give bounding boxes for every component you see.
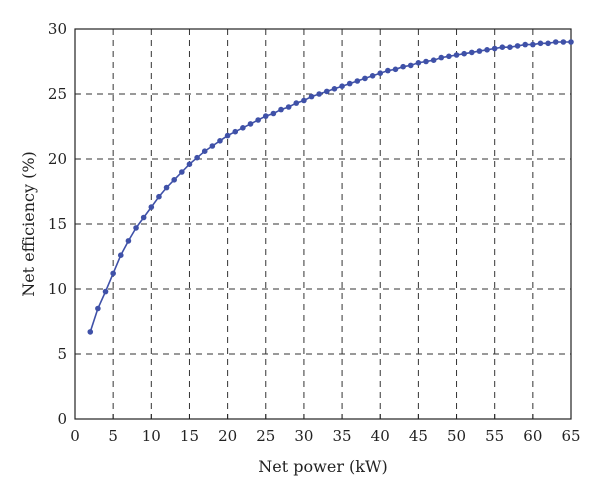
- y-tick-label: 5: [57, 345, 67, 363]
- data-point: [201, 148, 208, 154]
- data-point: [430, 57, 437, 63]
- data-point: [446, 53, 452, 60]
- data-point: [171, 177, 177, 183]
- data-point: [278, 106, 284, 113]
- data-point: [247, 121, 254, 127]
- x-tick-label: 45: [409, 427, 428, 445]
- data-point: [331, 86, 338, 92]
- data-point: [133, 225, 139, 231]
- x-axis-label: Net power (kW): [258, 457, 387, 476]
- data-point: [87, 329, 94, 335]
- series-line: [89, 41, 571, 333]
- data-point: [354, 78, 361, 84]
- ticks: 0 5 10 15 20 25 30 35 40 45 50 55 60 65 0 5 10 15 20 25 30: [48, 20, 581, 445]
- data-point: [140, 214, 147, 221]
- x-tick-label: 15: [180, 427, 199, 445]
- data-point: [240, 125, 246, 131]
- data-point: [148, 204, 155, 210]
- data-point: [407, 62, 414, 69]
- data-point: [530, 41, 536, 48]
- data-point: [385, 67, 391, 74]
- y-tick-label: 20: [48, 150, 67, 168]
- data-point: [194, 154, 200, 161]
- data-point: [522, 41, 529, 48]
- data-point: [560, 39, 567, 45]
- x-tick-label: 60: [523, 427, 542, 445]
- x-tick-label: 25: [256, 427, 275, 445]
- data-point: [102, 288, 109, 295]
- data-point: [369, 73, 376, 79]
- data-point: [461, 50, 467, 57]
- data-point: [476, 48, 483, 54]
- data-point: [339, 83, 345, 89]
- data-point: [453, 52, 460, 58]
- y-tick-label: 0: [57, 410, 67, 428]
- y-tick-label: 10: [48, 280, 67, 298]
- data-point: [217, 138, 223, 144]
- x-tick-label: 55: [485, 427, 504, 445]
- data-point: [514, 43, 521, 49]
- data-point: [209, 143, 216, 149]
- y-tick-label: 15: [48, 215, 67, 233]
- data-point: [324, 88, 330, 95]
- data-point: [125, 238, 132, 244]
- x-tick-label: 65: [561, 427, 580, 445]
- data-point: [316, 91, 322, 97]
- data-point: [568, 39, 574, 45]
- data-point: [179, 169, 185, 175]
- data-point: [469, 49, 475, 56]
- x-tick-label: 35: [333, 427, 352, 445]
- data-point: [262, 113, 269, 119]
- data-point: [400, 63, 406, 70]
- x-tick-label: 10: [142, 427, 161, 445]
- x-tick-label: 50: [447, 427, 466, 445]
- data-point: [270, 110, 277, 117]
- data-point: [545, 40, 551, 47]
- data-point: [293, 100, 300, 106]
- data-point: [163, 184, 170, 191]
- data-point: [285, 104, 292, 110]
- data-point: [537, 40, 544, 47]
- data-point: [110, 270, 116, 277]
- data-point: [224, 132, 231, 139]
- data-point: [255, 117, 261, 123]
- data-point: [423, 58, 429, 65]
- data-point: [117, 252, 124, 258]
- data-point: [377, 70, 384, 76]
- data-point: [346, 80, 353, 87]
- x-tick-label: 40: [371, 427, 390, 445]
- x-tick-label: 0: [70, 427, 80, 445]
- x-tick-label: 5: [108, 427, 118, 445]
- series-group: [87, 39, 574, 335]
- x-tick-label: 20: [218, 427, 237, 445]
- data-point: [301, 97, 307, 104]
- data-point: [232, 128, 239, 135]
- data-point: [156, 193, 162, 200]
- data-point: [308, 93, 315, 100]
- x-tick-label: 30: [294, 427, 313, 445]
- data-point: [415, 60, 422, 66]
- data-point: [507, 44, 513, 50]
- data-point: [552, 39, 559, 45]
- y-axis-label: Net efficiency (%): [19, 151, 38, 297]
- data-point: [186, 161, 193, 167]
- y-tick-label: 25: [48, 85, 67, 103]
- data-point: [499, 44, 506, 50]
- data-point: [438, 54, 445, 61]
- y-tick-label: 30: [48, 20, 67, 38]
- data-point: [392, 66, 399, 73]
- data-point: [362, 75, 368, 82]
- grid: [75, 29, 571, 419]
- data-point: [484, 47, 490, 53]
- data-point: [491, 45, 498, 52]
- data-point: [95, 305, 101, 312]
